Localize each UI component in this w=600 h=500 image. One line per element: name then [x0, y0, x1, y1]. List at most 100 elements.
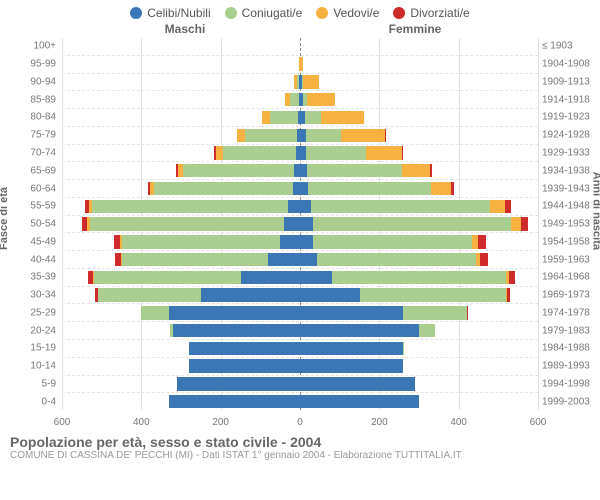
legend-label: Coniugati/e	[242, 6, 303, 20]
segment-single	[189, 359, 300, 372]
age-row: 85-891914-1918	[62, 91, 538, 109]
segment-divorced	[385, 129, 386, 142]
segment-single	[177, 377, 300, 390]
segment-married	[307, 164, 402, 177]
birth-year-label: 1904-1908	[542, 59, 598, 70]
segment-married	[122, 235, 281, 248]
age-label: 55-59	[16, 201, 56, 212]
female-bar	[300, 235, 538, 248]
age-label: 95-99	[16, 59, 56, 70]
segment-widowed	[490, 200, 506, 213]
age-label: 25-29	[16, 307, 56, 318]
age-row: 40-441959-1963	[62, 251, 538, 269]
segment-widowed	[366, 146, 402, 159]
female-bar	[300, 146, 538, 159]
legend-item-married: Coniugati/e	[225, 6, 303, 20]
segment-divorced	[521, 217, 528, 230]
birth-year-label: 1989-1993	[542, 361, 598, 372]
segment-single	[169, 306, 300, 319]
legend-item-widowed: Vedovi/e	[316, 6, 379, 20]
birth-year-label: 1934-1938	[542, 165, 598, 176]
segment-married	[141, 306, 169, 319]
age-label: 65-69	[16, 165, 56, 176]
female-bar	[300, 93, 538, 106]
segment-widowed	[300, 57, 303, 70]
gender-labels: Maschi Femmine	[0, 22, 600, 38]
segment-single	[169, 395, 300, 408]
segment-single	[173, 324, 300, 337]
age-label: 100+	[16, 41, 56, 52]
chart-area: 100+≤ 190395-991904-190890-941909-191385…	[62, 38, 538, 428]
age-row: 55-591944-1948	[62, 198, 538, 216]
birth-year-label: 1994-1998	[542, 378, 598, 389]
age-label: 80-84	[16, 112, 56, 123]
segment-married	[403, 342, 404, 355]
legend-item-divorced: Divorziati/e	[393, 6, 469, 20]
pyramid-rows: 100+≤ 190395-991904-190890-941909-191385…	[62, 38, 538, 410]
birth-year-label: 1924-1928	[542, 130, 598, 141]
segment-divorced	[509, 271, 515, 284]
male-bar	[62, 164, 300, 177]
age-label: 50-54	[16, 219, 56, 230]
x-tick-label: 0	[297, 417, 303, 428]
segment-single	[300, 253, 317, 266]
x-tick-label: 200	[371, 417, 388, 428]
legend-swatch-icon	[225, 7, 237, 19]
male-bar	[62, 93, 300, 106]
birth-year-label: 1949-1953	[542, 219, 598, 230]
birth-year-label: 1944-1948	[542, 201, 598, 212]
segment-married	[245, 129, 297, 142]
segment-married	[183, 164, 294, 177]
segment-single	[284, 217, 300, 230]
age-label: 85-89	[16, 94, 56, 105]
birth-year-label: 1959-1963	[542, 254, 598, 265]
male-bar	[62, 146, 300, 159]
female-bar	[300, 57, 538, 70]
age-row: 50-541949-1953	[62, 216, 538, 234]
female-label: Femmine	[300, 22, 530, 36]
female-bar	[300, 359, 538, 372]
female-bar	[300, 75, 538, 88]
age-row: 20-241979-1983	[62, 322, 538, 340]
age-label: 60-64	[16, 183, 56, 194]
segment-divorced	[451, 182, 454, 195]
segment-married	[313, 217, 511, 230]
age-label: 5-9	[16, 378, 56, 389]
age-label: 40-44	[16, 254, 56, 265]
segment-widowed	[237, 129, 246, 142]
legend-item-single: Celibi/Nubili	[130, 6, 210, 20]
male-bar	[62, 324, 300, 337]
segment-married	[270, 111, 298, 124]
female-bar	[300, 200, 538, 213]
age-row: 10-141989-1993	[62, 358, 538, 376]
male-bar	[62, 271, 300, 284]
age-row: 80-841919-1923	[62, 109, 538, 127]
female-bar	[300, 253, 538, 266]
age-row: 0-41999-2003	[62, 393, 538, 410]
age-label: 30-34	[16, 290, 56, 301]
female-bar	[300, 129, 538, 142]
male-bar	[62, 288, 300, 301]
segment-married	[98, 288, 201, 301]
age-row: 100+≤ 1903	[62, 38, 538, 56]
age-row: 25-291974-1978	[62, 304, 538, 322]
birth-year-label: 1929-1933	[542, 147, 598, 158]
segment-widowed	[511, 217, 521, 230]
birth-year-label: 1939-1943	[542, 183, 598, 194]
segment-widowed	[262, 111, 270, 124]
segment-divorced	[467, 306, 469, 319]
male-bar	[62, 342, 300, 355]
segment-divorced	[507, 288, 510, 301]
age-row: 95-991904-1908	[62, 56, 538, 74]
segment-married	[360, 288, 507, 301]
chart-container: Celibi/Nubili Coniugati/e Vedovi/e Divorzia…	[0, 0, 600, 500]
segment-married	[311, 200, 490, 213]
age-label: 20-24	[16, 325, 56, 336]
segment-single	[300, 395, 419, 408]
segment-widowed	[431, 182, 451, 195]
age-label: 90-94	[16, 76, 56, 87]
birth-year-label: 1919-1923	[542, 112, 598, 123]
segment-single	[189, 342, 300, 355]
legend-swatch-icon	[316, 7, 328, 19]
male-bar	[62, 129, 300, 142]
